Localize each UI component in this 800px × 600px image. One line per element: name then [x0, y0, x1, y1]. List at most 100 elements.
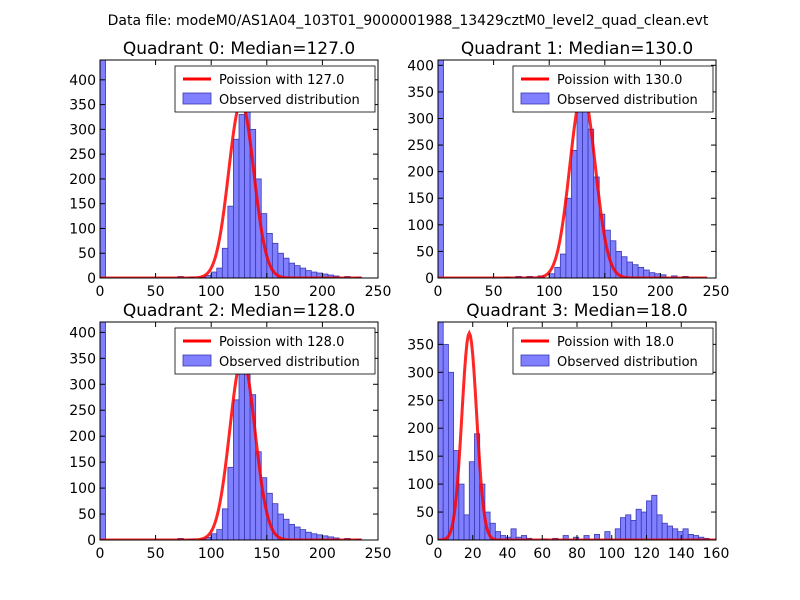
histogram-bar	[661, 522, 668, 540]
histogram-bar	[548, 273, 556, 278]
legend-label-poisson: Poission with 127.0	[219, 73, 344, 88]
legend-label-poisson: Poission with 130.0	[557, 73, 682, 88]
y-tick-label: 150	[407, 449, 434, 465]
x-tick-label: 50	[485, 284, 503, 300]
legend-label-observed: Observed distribution	[219, 93, 360, 108]
panel-2: Quadrant 2: Median=128.0 0 50 100 150 200 250 0…	[69, 301, 391, 562]
histogram-bar	[672, 528, 679, 540]
figure-suptitle: Data file: modeM0/AS1A04_103T01_90000019…	[108, 13, 709, 29]
histogram-bar	[442, 343, 449, 540]
legend: Poission with 128.0 Observed distribution	[174, 327, 376, 375]
histogram-bar	[614, 528, 621, 540]
y-tick-label: 400	[69, 73, 96, 89]
x-tick-label: 40	[499, 546, 517, 562]
legend: Poission with 127.0 Observed distribution	[174, 65, 376, 113]
histogram-bar	[283, 518, 290, 540]
histogram-bar	[221, 247, 229, 278]
axes-frame	[99, 59, 379, 279]
x-tick-label: 150	[253, 284, 280, 300]
histogram-bar	[468, 461, 475, 540]
legend-bar-swatch	[520, 92, 550, 105]
histogram-bar	[100, 322, 106, 540]
histogram-bar	[288, 524, 296, 540]
y-tick-label: 250	[69, 147, 96, 163]
histogram-bar	[651, 494, 658, 540]
y-tick-label: 300	[69, 377, 96, 393]
poisson-curve	[100, 356, 362, 540]
x-tick-label: 100	[536, 284, 563, 300]
y-tick-label: 250	[69, 403, 96, 419]
histogram-bar	[637, 266, 645, 278]
x-tick-label: 250	[365, 284, 392, 300]
y-tick-label: 50	[416, 505, 434, 521]
histogram-bar	[288, 262, 296, 278]
histogram-bar	[210, 271, 218, 278]
histogram-bar	[625, 514, 632, 540]
axes-frame	[99, 321, 379, 541]
x-tick-label: 0	[434, 284, 443, 300]
y-tick-label: 0	[425, 533, 434, 549]
legend: Poission with 130.0 Observed distribution	[512, 65, 714, 113]
x-tick-label: 100	[198, 284, 225, 300]
histogram-bar	[576, 102, 583, 278]
x-tick-label: 20	[464, 546, 482, 562]
histogram-bar	[100, 60, 106, 278]
plot-area	[438, 322, 716, 540]
y-tick-label: 150	[69, 455, 96, 471]
histogram-bar	[238, 114, 245, 278]
panel-title: Quadrant 3: Median=18.0	[466, 301, 688, 321]
histogram-bar	[635, 508, 642, 540]
y-tick-label: 200	[407, 421, 434, 437]
x-tick-label: 0	[96, 546, 105, 562]
histogram-bar	[463, 514, 470, 540]
panels: Quadrant 0: Median=127.00 50 100 150 200 2500…	[69, 39, 729, 562]
histogram-bar	[299, 529, 307, 540]
histogram-bar	[630, 520, 637, 540]
x-tick-label: 150	[253, 546, 280, 562]
x-tick-label: 50	[147, 284, 165, 300]
legend-label-observed: Observed distribution	[557, 93, 698, 108]
histogram-bar	[640, 511, 647, 540]
x-tick-label: 200	[309, 284, 336, 300]
panel-3: Quadrant 3: Median=18.0 0 20 40 60 80 100 120 14…	[407, 301, 729, 562]
panel-title: Quadrant 0: Median=127.0	[123, 39, 355, 59]
y-tick-label: 350	[407, 85, 434, 101]
y-tick-label: 0	[425, 271, 434, 287]
panel-1: Quadrant 1: Median=130.0 0 50 100 150 200 250 0…	[407, 39, 729, 300]
x-tick-label: 50	[147, 546, 165, 562]
histogram-bar	[621, 256, 628, 278]
histogram-bar	[554, 266, 561, 278]
y-tick-label: 100	[407, 477, 434, 493]
poisson-curve	[438, 329, 716, 540]
histogram-bar	[626, 261, 633, 278]
x-tick-label: 200	[647, 284, 674, 300]
y-tick-label: 0	[87, 271, 96, 287]
histogram-bar	[571, 149, 578, 278]
legend-label-poisson: Poission with 18.0	[557, 335, 674, 350]
histogram-bar	[593, 534, 600, 540]
histogram-bar	[656, 514, 663, 540]
y-tick-label: 0	[87, 533, 96, 549]
y-tick-label: 400	[407, 58, 434, 74]
histogram-bar	[216, 529, 223, 540]
y-tick-label: 100	[407, 218, 434, 234]
y-tick-label: 50	[416, 244, 434, 260]
y-tick-label: 200	[69, 172, 96, 188]
legend-bar-swatch	[182, 92, 212, 105]
histogram-bar	[227, 466, 234, 540]
legend-label-observed: Observed distribution	[557, 355, 698, 370]
x-tick-label: 250	[703, 284, 730, 300]
x-tick-label: 250	[365, 546, 392, 562]
x-tick-label: 200	[309, 546, 336, 562]
histogram-bar	[216, 267, 223, 278]
y-tick-label: 150	[407, 191, 434, 207]
y-tick-label: 300	[69, 122, 96, 138]
poisson-curve	[100, 100, 362, 278]
histogram-bar	[233, 399, 240, 540]
x-tick-label: 80	[568, 546, 586, 562]
y-tick-label: 400	[69, 325, 96, 341]
axes-frame	[437, 59, 717, 279]
y-tick-label: 250	[407, 393, 434, 409]
histogram-bar	[458, 483, 465, 540]
